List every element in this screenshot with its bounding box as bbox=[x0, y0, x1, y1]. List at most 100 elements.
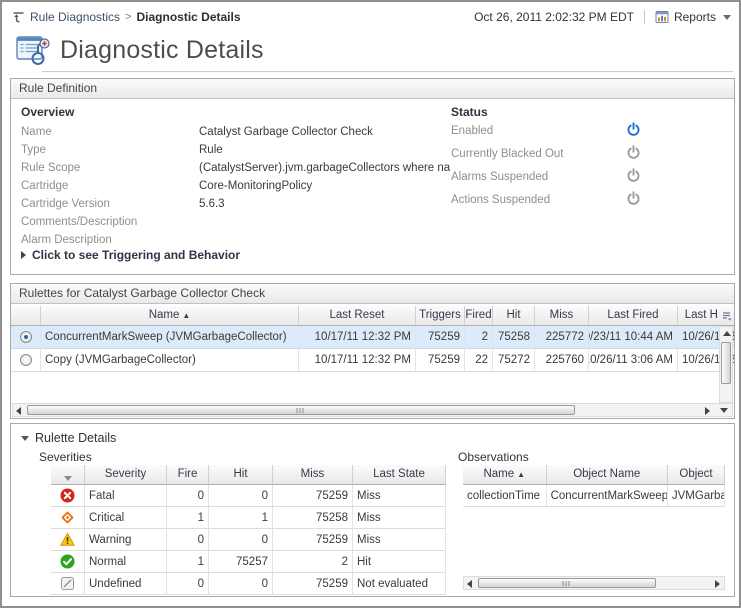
severity-icon-cell bbox=[51, 485, 85, 507]
column-picker-icon[interactable] bbox=[721, 310, 732, 325]
observations-horizontal-scrollbar[interactable] bbox=[463, 576, 725, 590]
field-value-type: Rule bbox=[199, 144, 223, 156]
severity-row-fatal: Fatal 0 0 75259 Miss bbox=[51, 485, 446, 507]
radio-unselected[interactable] bbox=[19, 354, 32, 366]
severity-row-warning: Warning 0 0 75259 Miss bbox=[51, 529, 446, 551]
cell-fire: 1 bbox=[167, 507, 209, 529]
cell-hit: 75257 bbox=[209, 551, 273, 573]
field-label-alarm-description: Alarm Description bbox=[21, 234, 112, 246]
severity-icon-cell bbox=[51, 551, 85, 573]
scroll-left-arrow[interactable] bbox=[16, 407, 21, 415]
column-header-object-type[interactable]: Object bbox=[668, 465, 725, 485]
field-label-name: Name bbox=[21, 126, 52, 138]
cell-fire: 0 bbox=[167, 573, 209, 595]
severity-icon-cell bbox=[51, 573, 85, 595]
cell-severity: Undefined bbox=[85, 573, 167, 595]
scroll-left-arrow[interactable] bbox=[467, 580, 472, 588]
cell-name: ConcurrentMarkSweep (JVMGarbageCollector… bbox=[41, 326, 299, 349]
power-off-icon bbox=[626, 191, 641, 211]
column-header-miss[interactable]: Miss bbox=[535, 306, 589, 326]
column-header-name[interactable]: Name ▲ bbox=[41, 306, 299, 326]
top-bar: Rule Diagnostics > Diagnostic Details Oc… bbox=[12, 8, 731, 26]
field-value-cartridge-version: 5.6.3 bbox=[199, 198, 225, 210]
column-header-last-state[interactable]: Last State bbox=[353, 465, 446, 485]
expander-collapsed-icon bbox=[21, 251, 26, 259]
breadcrumb-current: Diagnostic Details bbox=[136, 10, 241, 24]
warning-icon bbox=[60, 532, 75, 546]
title-bar: Diagnostic Details bbox=[16, 32, 264, 68]
diagnostic-details-icon bbox=[16, 35, 50, 65]
topbar-divider bbox=[643, 10, 645, 24]
cell-miss: 225760 bbox=[535, 349, 589, 372]
scroll-up-arrow[interactable] bbox=[723, 331, 731, 336]
sort-asc-icon: ▲ bbox=[517, 470, 526, 479]
rulettes-table: Name ▲ Last Reset Triggers Fired Hit Miss… bbox=[11, 306, 734, 372]
reports-menu-button[interactable]: Reports bbox=[655, 10, 731, 24]
cell-severity: Critical bbox=[85, 507, 167, 529]
cell-last-state: Miss bbox=[353, 485, 446, 507]
cell-hit: 0 bbox=[209, 529, 273, 551]
scroll-down-arrow[interactable] bbox=[720, 408, 728, 413]
horizontal-scrollbar-thumb[interactable] bbox=[27, 405, 575, 415]
power-on-icon bbox=[626, 122, 641, 142]
column-header-obs-name[interactable]: Name ▲ bbox=[463, 465, 547, 485]
cell-miss: 75258 bbox=[273, 507, 353, 529]
column-header-hit[interactable]: Hit bbox=[209, 465, 273, 485]
cell-fired: 22 bbox=[465, 349, 493, 372]
column-header-last-fired[interactable]: Last Fired bbox=[589, 306, 678, 326]
triggering-behavior-label: Click to see Triggering and Behavior bbox=[32, 248, 241, 262]
cell-fire: 0 bbox=[167, 529, 209, 551]
radio-selected[interactable] bbox=[19, 331, 32, 343]
column-header-severity[interactable]: Severity bbox=[85, 465, 167, 485]
cell-last-fired: 10/23/11 10:44 AM bbox=[589, 326, 678, 349]
severity-icon-cell bbox=[51, 507, 85, 529]
row-radio-cell bbox=[11, 349, 41, 372]
observations-table: Name ▲ Object Name Object collectionTime … bbox=[463, 465, 725, 507]
column-header-object-name[interactable]: Object Name bbox=[546, 465, 669, 485]
rulettes-horizontal-scrollbar[interactable] bbox=[12, 403, 733, 417]
column-header-fire[interactable]: Fire bbox=[167, 465, 209, 485]
column-header-severity-icon[interactable] bbox=[51, 465, 85, 485]
cell-object-type: JVMGarbag bbox=[667, 485, 725, 507]
column-header-last-reset[interactable]: Last Reset bbox=[299, 306, 416, 326]
rulette-row-copy[interactable]: Copy (JVMGarbageCollector) 10/17/11 12:3… bbox=[11, 349, 734, 372]
rulettes-header-row: Name ▲ Last Reset Triggers Fired Hit Miss… bbox=[11, 306, 734, 326]
vertical-scrollbar-thumb[interactable] bbox=[721, 342, 731, 384]
scrollbar-grip bbox=[296, 408, 306, 413]
cell-last-state: Hit bbox=[353, 551, 446, 573]
rulettes-vertical-scrollbar[interactable] bbox=[719, 326, 733, 403]
cell-last-state: Not evaluated bbox=[353, 573, 446, 595]
scroll-right-arrow[interactable] bbox=[705, 407, 710, 415]
column-header-triggers[interactable]: Triggers bbox=[416, 306, 465, 326]
severity-row-normal: Normal 1 75257 2 Hit bbox=[51, 551, 446, 573]
cell-severity: Normal bbox=[85, 551, 167, 573]
column-header-hit[interactable]: Hit bbox=[493, 306, 535, 326]
cell-miss: 75259 bbox=[273, 485, 353, 507]
breadcrumb-separator: > bbox=[125, 11, 132, 23]
reports-label: Reports bbox=[673, 10, 716, 24]
column-header-fired[interactable]: Fired bbox=[465, 306, 493, 326]
breadcrumb-rule-diagnostics[interactable]: Rule Diagnostics bbox=[30, 10, 121, 24]
page-timestamp: Oct 26, 2011 2:02:32 PM EDT bbox=[474, 10, 634, 24]
rule-definition-panel: Rule Definition Overview Name Catalyst G… bbox=[10, 78, 735, 275]
severity-row-critical: Critical 1 1 75258 Miss bbox=[51, 507, 446, 529]
cell-name: Copy (JVMGarbageCollector) bbox=[41, 349, 299, 372]
rulette-details-expander[interactable]: Rulette Details bbox=[21, 431, 116, 445]
cell-last-reset: 10/17/11 12:32 PM bbox=[299, 349, 416, 372]
cell-obs-name: collectionTime bbox=[463, 485, 547, 507]
scroll-right-arrow[interactable] bbox=[715, 580, 720, 588]
up-level-icon[interactable] bbox=[12, 11, 25, 24]
rulette-row-concurrentmarksweep[interactable]: ConcurrentMarkSweep (JVMGarbageCollector… bbox=[11, 326, 734, 349]
triggering-behavior-expander[interactable]: Click to see Triggering and Behavior bbox=[21, 248, 240, 262]
field-label-type: Type bbox=[21, 144, 46, 156]
field-value-rule-scope: (CatalystServer).jvm.garbageCollectors w… bbox=[199, 162, 451, 174]
observation-row-collectiontime[interactable]: collectionTime ConcurrentMarkSweep JVMGa… bbox=[463, 485, 725, 507]
column-header-last-hit[interactable]: Last H bbox=[678, 306, 734, 326]
rulette-details-panel: Rulette Details Severities Severity Fire… bbox=[10, 423, 735, 597]
cell-triggers: 75259 bbox=[416, 326, 465, 349]
horizontal-scrollbar-thumb[interactable] bbox=[478, 578, 656, 588]
cell-last-state: Miss bbox=[353, 529, 446, 551]
column-header-miss[interactable]: Miss bbox=[273, 465, 353, 485]
severities-header-row: Severity Fire Hit Miss Last State bbox=[51, 465, 446, 485]
